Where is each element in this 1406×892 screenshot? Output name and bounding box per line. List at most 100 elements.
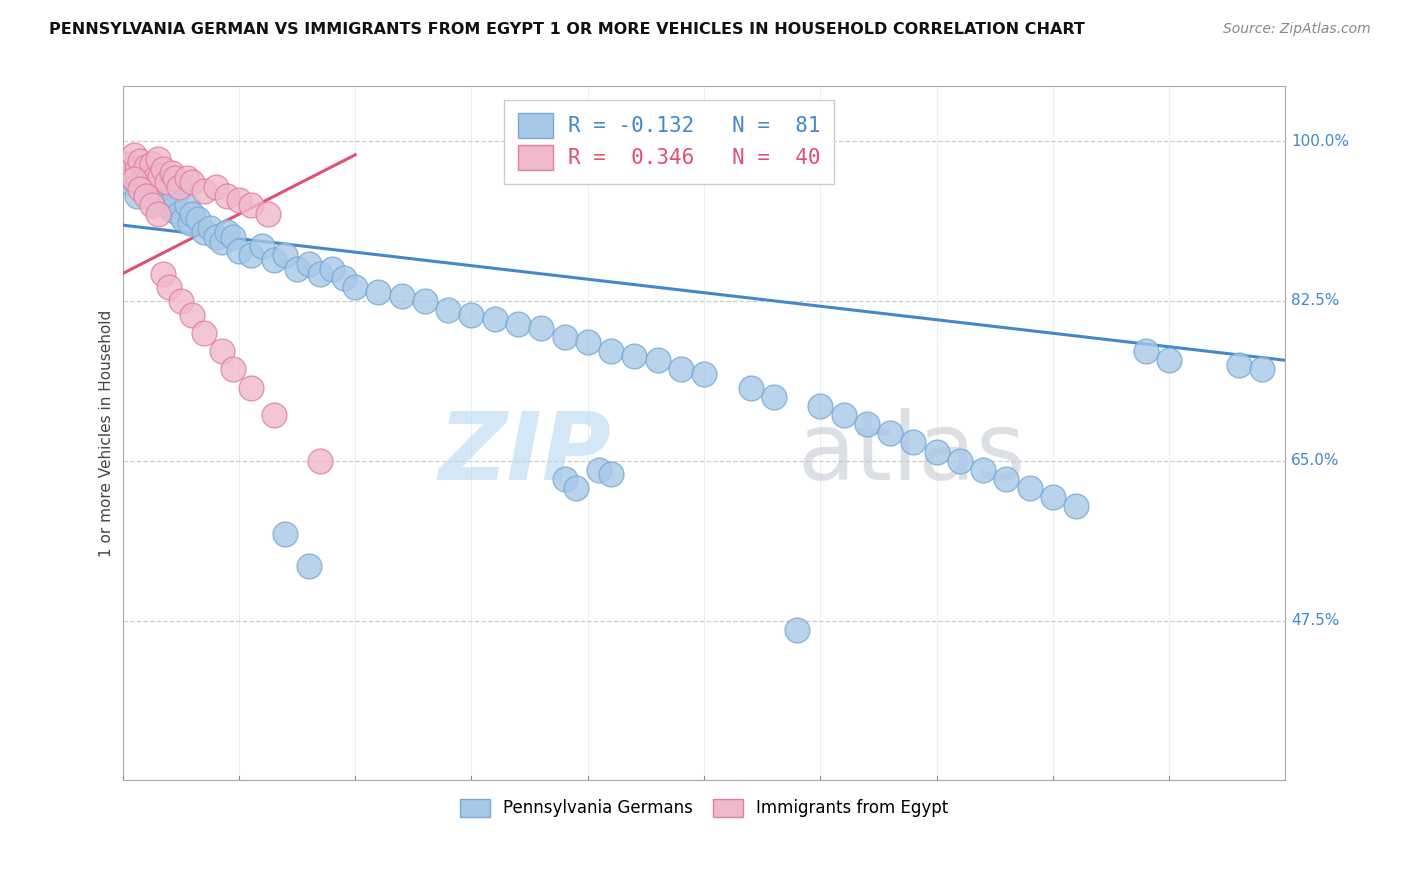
Point <box>413 293 436 308</box>
Point <box>1018 481 1040 495</box>
Point <box>1251 362 1274 376</box>
Point <box>176 198 198 212</box>
Point <box>146 207 169 221</box>
Legend: Pennsylvania Germans, Immigrants from Egypt: Pennsylvania Germans, Immigrants from Eg… <box>453 792 955 824</box>
Point <box>1064 500 1087 514</box>
Point <box>263 408 285 422</box>
Point <box>903 435 925 450</box>
Point <box>193 326 215 340</box>
Point <box>132 179 155 194</box>
Point <box>132 166 155 180</box>
Point <box>129 161 152 176</box>
Point <box>124 148 146 162</box>
Point <box>146 181 169 195</box>
Point <box>600 344 623 359</box>
Y-axis label: 1 or more Vehicles in Household: 1 or more Vehicles in Household <box>100 310 114 557</box>
Point <box>157 280 180 294</box>
Point <box>135 160 157 174</box>
Point <box>187 211 209 226</box>
Point <box>669 362 692 376</box>
Point <box>808 399 831 413</box>
Point <box>135 172 157 186</box>
Point <box>124 166 146 180</box>
Point <box>437 303 460 318</box>
Point <box>367 285 389 299</box>
Point <box>143 170 166 185</box>
Text: ZIP: ZIP <box>439 409 612 500</box>
Point <box>181 175 204 189</box>
Text: 65.0%: 65.0% <box>1291 453 1340 468</box>
Text: Source: ZipAtlas.com: Source: ZipAtlas.com <box>1223 22 1371 37</box>
Point <box>117 175 139 189</box>
Point <box>124 172 146 186</box>
Point <box>972 463 994 477</box>
Point <box>149 189 172 203</box>
Text: 47.5%: 47.5% <box>1291 613 1340 628</box>
Point <box>217 189 239 203</box>
Point <box>211 344 233 359</box>
Point <box>204 230 226 244</box>
Point <box>530 321 553 335</box>
Point <box>117 157 139 171</box>
Point <box>832 408 855 422</box>
Point <box>193 226 215 240</box>
Point <box>298 257 321 271</box>
Point <box>239 248 262 262</box>
Point <box>554 330 576 344</box>
Point <box>143 194 166 208</box>
Point <box>136 185 159 199</box>
Point <box>856 417 879 432</box>
Point <box>321 262 343 277</box>
Point <box>170 293 193 308</box>
Point <box>121 163 143 178</box>
Point <box>152 161 174 176</box>
Point <box>239 381 262 395</box>
Point <box>156 175 179 189</box>
Point <box>647 353 669 368</box>
Point <box>228 244 250 258</box>
Point <box>949 454 972 468</box>
Point <box>167 207 190 221</box>
Point <box>484 312 506 326</box>
Point <box>285 262 308 277</box>
Point <box>274 526 297 541</box>
Point <box>179 216 201 230</box>
Point <box>554 472 576 486</box>
Point <box>136 172 159 186</box>
Point <box>391 289 413 303</box>
Point <box>152 267 174 281</box>
Text: atlas: atlas <box>797 409 1025 500</box>
Point <box>211 235 233 249</box>
Point <box>623 349 645 363</box>
Point <box>170 179 193 194</box>
Point <box>163 189 186 203</box>
Point <box>995 472 1018 486</box>
Point <box>565 481 588 495</box>
Point <box>198 220 221 235</box>
Point <box>157 175 180 189</box>
Point <box>762 390 785 404</box>
Point <box>257 207 280 221</box>
Point <box>298 558 321 573</box>
Point <box>129 154 152 169</box>
Point <box>925 444 948 458</box>
Point <box>460 308 482 322</box>
Text: PENNSYLVANIA GERMAN VS IMMIGRANTS FROM EGYPT 1 OR MORE VEHICLES IN HOUSEHOLD COR: PENNSYLVANIA GERMAN VS IMMIGRANTS FROM E… <box>49 22 1085 37</box>
Point <box>156 198 179 212</box>
Point <box>217 226 239 240</box>
Point <box>152 170 174 185</box>
Point <box>309 454 332 468</box>
Point <box>181 207 204 221</box>
Point <box>172 211 194 226</box>
Point <box>239 198 262 212</box>
Point <box>274 248 297 262</box>
Point <box>786 623 808 637</box>
Point <box>740 381 762 395</box>
Point <box>588 463 610 477</box>
Point <box>141 175 163 189</box>
Point <box>332 271 354 285</box>
Point <box>176 170 198 185</box>
Point <box>506 317 529 331</box>
Point <box>600 467 623 482</box>
Point <box>576 334 599 349</box>
